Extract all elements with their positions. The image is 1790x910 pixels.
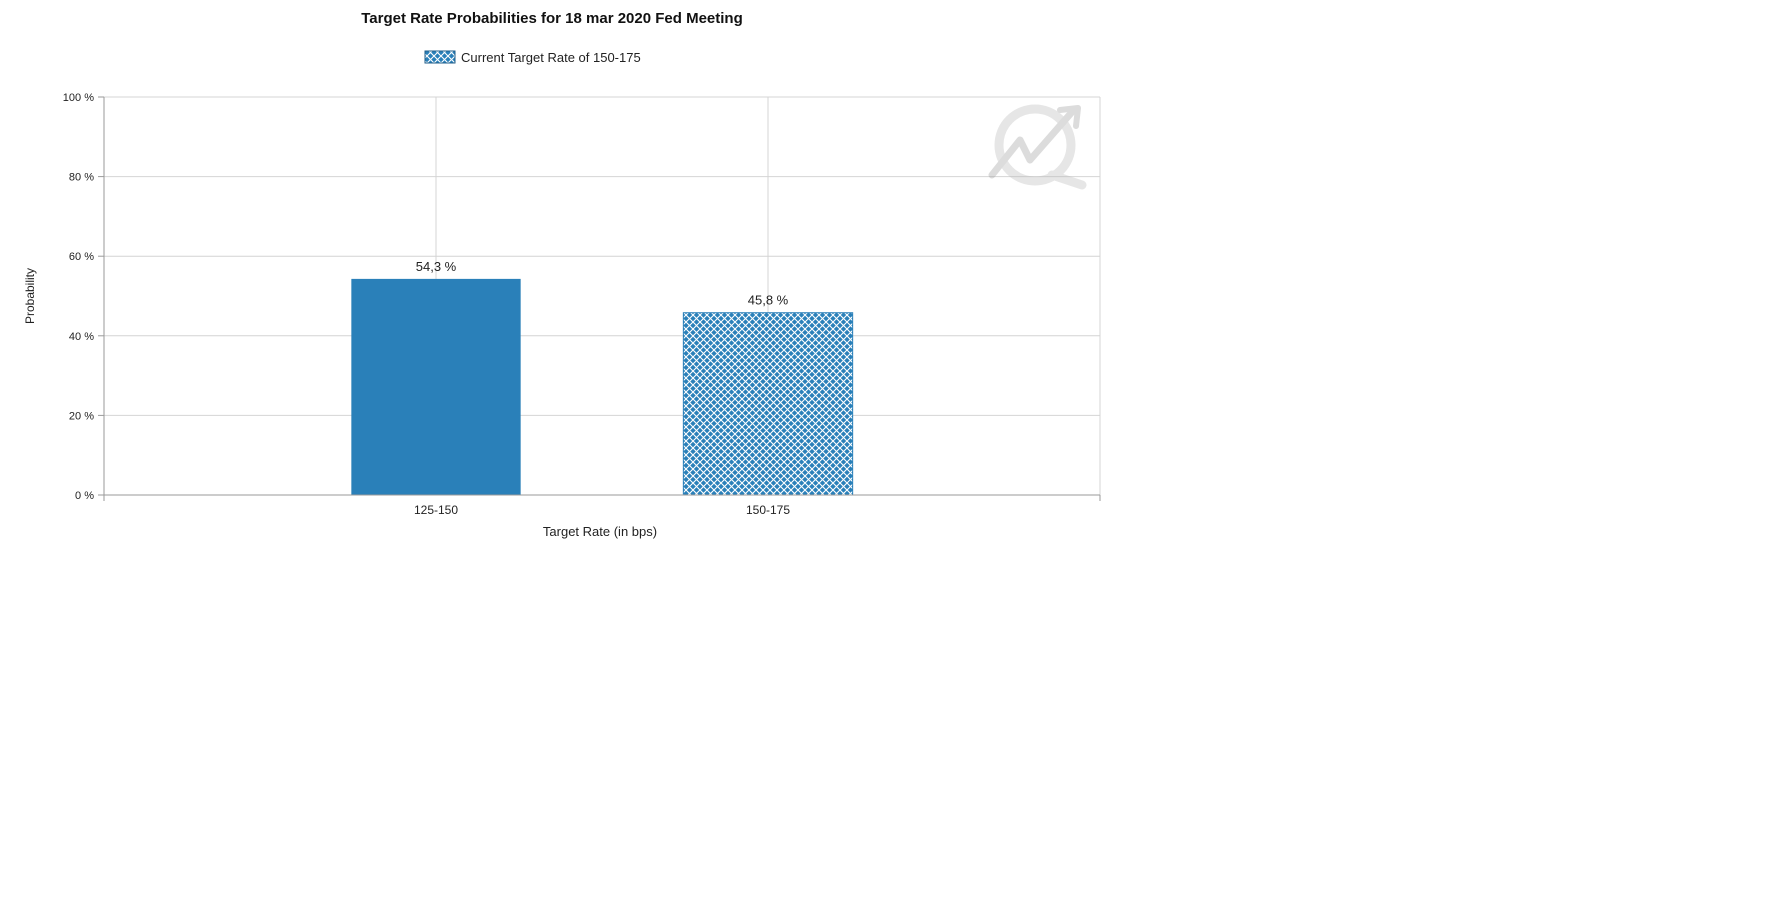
y-tick-label: 40 % xyxy=(69,331,94,343)
y-tick-label: 60 % xyxy=(69,251,94,263)
x-axis-title: Target Rate (in bps) xyxy=(543,524,657,539)
y-axis-title: Probability xyxy=(23,268,37,324)
x-tick-label: 150-175 xyxy=(746,503,790,517)
grid-layer xyxy=(104,96,1101,495)
chart-title: Target Rate Probabilities for 18 mar 202… xyxy=(361,10,743,27)
y-tick-label: 20 % xyxy=(69,410,94,422)
y-tick-label: 100 % xyxy=(63,92,94,104)
label-layer: 0 % 20 % 40 % 60 % 80 % 100 % 54,3 % 45,8 % 125-… xyxy=(63,92,791,517)
data-label: 54,3 % xyxy=(416,259,457,274)
cme-logo-watermark xyxy=(988,104,1087,190)
bar-125-150 xyxy=(351,278,521,495)
legend: Current Target Rate of 150-175 xyxy=(424,50,641,65)
bar-150-175 xyxy=(682,312,854,496)
y-tick-label: 80 % xyxy=(69,172,94,184)
y-tick-label: 0 % xyxy=(75,490,94,502)
legend-swatch xyxy=(424,50,456,64)
legend-label: Current Target Rate of 150-175 xyxy=(461,50,641,65)
bar-layer xyxy=(351,278,854,496)
data-label: 45,8 % xyxy=(748,293,789,308)
axis-layer xyxy=(98,96,1101,501)
x-tick-label: 125-150 xyxy=(414,503,458,517)
